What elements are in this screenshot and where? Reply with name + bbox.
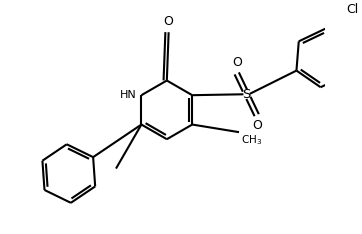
Text: O: O	[252, 119, 262, 132]
Text: HN: HN	[120, 90, 137, 100]
Text: Cl: Cl	[346, 3, 358, 16]
Text: O: O	[232, 56, 242, 69]
Text: O: O	[164, 15, 174, 28]
Text: S: S	[243, 88, 251, 101]
Text: CH$_3$: CH$_3$	[241, 133, 262, 147]
